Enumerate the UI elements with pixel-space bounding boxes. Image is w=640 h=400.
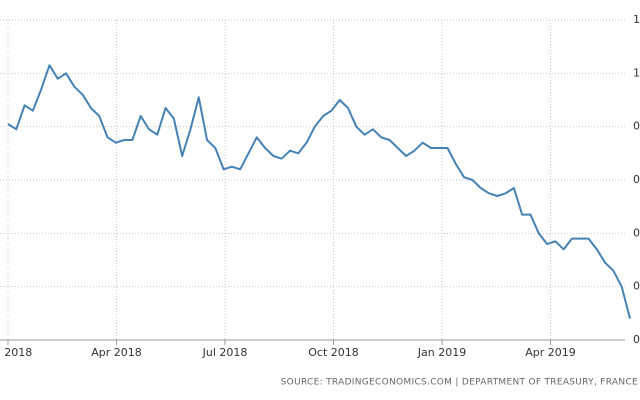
y-tick-label: 0 <box>633 226 640 239</box>
y-tick-label: 1 <box>633 13 640 26</box>
x-tick-label: Apr 2018 <box>91 346 142 359</box>
x-tick-label: Jan 2019 <box>417 346 466 359</box>
x-tick-label: Oct 2018 <box>308 346 359 359</box>
x-tick-label: Jan 2018 <box>0 346 32 359</box>
y-tick-label: 0 <box>633 280 640 293</box>
x-tick-label: Apr 2019 <box>525 346 576 359</box>
x-tick-label: Jul 2018 <box>202 346 248 359</box>
y-tick-label: 0 <box>633 333 640 346</box>
y-tick-label: 0 <box>633 120 640 133</box>
source-note: SOURCE: TRADINGECONOMICS.COM | DEPARTMEN… <box>281 378 638 388</box>
y-tick-label: 1 <box>633 66 640 79</box>
series-line <box>7 64 631 319</box>
y-tick-label: 0 <box>633 173 640 186</box>
